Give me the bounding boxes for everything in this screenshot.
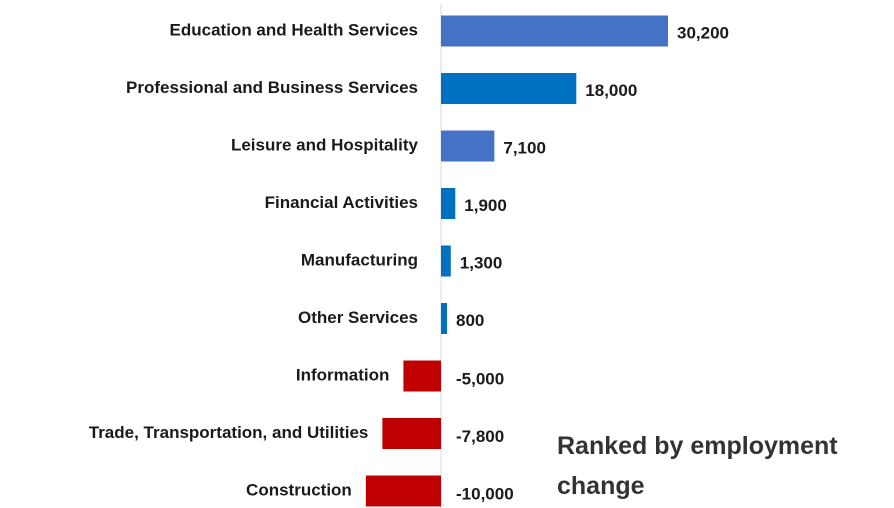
bar [441, 15, 668, 47]
value-label: 800 [456, 311, 484, 330]
bar [365, 475, 441, 507]
bar [382, 418, 441, 449]
value-label: -7,800 [456, 427, 504, 446]
bar [441, 188, 456, 219]
value-label: 1,300 [460, 253, 503, 272]
bar [441, 303, 448, 334]
category-label: Trade, Transportation, and Utilities [89, 423, 369, 442]
annotation: Ranked by employment change [557, 432, 838, 500]
bar [441, 73, 577, 104]
value-label: -10,000 [456, 484, 514, 503]
category-label: Construction [246, 480, 352, 499]
bar [403, 360, 441, 392]
category-label: Information [296, 365, 390, 384]
value-label: 1,900 [464, 196, 507, 215]
bar [441, 130, 495, 162]
category-label: Manufacturing [301, 250, 418, 269]
category-label: Leisure and Hospitality [231, 135, 419, 154]
category-label: Financial Activities [265, 193, 418, 212]
value-label: 30,200 [677, 23, 729, 42]
value-label: -5,000 [456, 369, 504, 388]
value-label: 18,000 [585, 81, 637, 100]
value-label: 7,100 [503, 138, 546, 157]
category-label: Professional and Business Services [126, 78, 418, 97]
category-label: Education and Health Services [170, 20, 418, 39]
bar [441, 245, 451, 277]
category-label: Other Services [298, 308, 418, 327]
